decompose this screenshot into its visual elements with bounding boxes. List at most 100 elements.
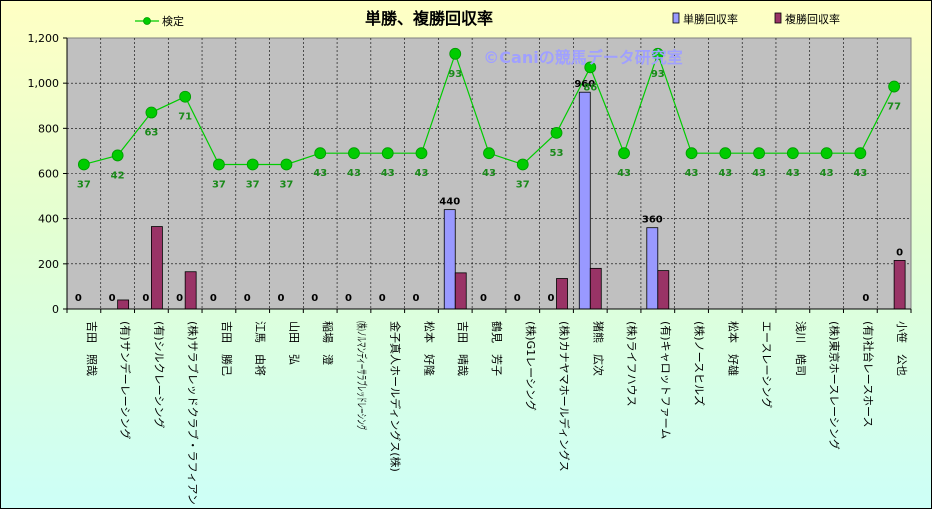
bar-value-label: 0 <box>311 293 318 304</box>
x-tick-label: エースレーシング <box>760 321 774 408</box>
legend-bar-swatch <box>774 12 782 24</box>
line-value-label: 77 <box>887 102 901 113</box>
line-point <box>685 147 698 160</box>
line-point <box>314 147 327 160</box>
x-tick-label: 浅川 皓司 <box>794 321 807 376</box>
line-value-label: 37 <box>77 179 91 190</box>
x-tick-label-text: (株)サラブレッドクラブ・ラフィアン <box>186 321 200 505</box>
x-tick-label-text: エースレーシング <box>760 321 774 408</box>
bar <box>117 299 130 310</box>
bar-value-label: 0 <box>514 293 521 304</box>
x-tick-label-text: 松本 好隆 <box>422 321 436 376</box>
line-point <box>348 147 360 160</box>
bar-value-label: 0 <box>345 293 352 304</box>
line-value-label: 37 <box>279 179 293 190</box>
x-tick-label-text: 吉田 勝己 <box>220 321 234 376</box>
line-value-label: 37 <box>246 179 260 190</box>
line-point <box>618 147 630 160</box>
x-tick-label-text: (株)カナヤマホールディングス <box>558 321 572 472</box>
line-value-label: 43 <box>415 168 429 179</box>
bar-value-label: 0 <box>210 293 217 304</box>
x-tick-label-text: 浅川 皓司 <box>794 321 807 376</box>
bar <box>443 209 456 310</box>
x-tick-label-text: (株)ノルマンディーサラブレッドレーシング <box>355 321 369 430</box>
y-tick-label: 800 <box>38 122 59 135</box>
line-value-label: 53 <box>550 148 564 159</box>
bars <box>117 91 906 310</box>
line-value-label: 43 <box>752 168 766 179</box>
line-value-label: 43 <box>853 168 867 179</box>
x-tick-label: (有)シルクレーシング <box>152 321 166 428</box>
line-point <box>449 47 462 60</box>
x-tick-label: (株)ライフハウス <box>625 321 639 407</box>
x-tick-label: (株)ノルマンディーサラブレッドレーシング <box>355 321 369 430</box>
chart-title: 単勝、複勝回収率 <box>365 9 493 28</box>
x-tick-label: 松本 好隆 <box>422 321 436 376</box>
x-tick-label: 吉田 晴哉 <box>456 321 470 376</box>
x-tick-label-text: (有)社台レースホース <box>861 321 875 427</box>
line-point <box>77 158 90 171</box>
legend-label: 検定 <box>162 14 184 28</box>
x-tick-label-text: 金子真人ホールディングス(株) <box>389 321 403 472</box>
bar <box>646 227 659 310</box>
line-value-label: 43 <box>718 168 732 179</box>
line-point <box>550 126 563 139</box>
line-point <box>888 80 901 93</box>
line-point <box>145 106 158 119</box>
bar <box>184 271 197 310</box>
bar-value-label: 0 <box>379 293 386 304</box>
x-tick-label: (株)カナヤマホールディングス <box>558 321 572 472</box>
legend-label: 複勝回収率 <box>785 12 840 26</box>
x-tick-label: (株)ノースヒルズ <box>693 321 707 406</box>
bar-value-label: 0 <box>75 293 82 304</box>
x-tick-label: (株)サラブレッドクラブ・ラフィアン <box>186 321 200 505</box>
gridlines <box>67 38 911 309</box>
bar <box>578 91 591 310</box>
line-value-label: 43 <box>820 168 834 179</box>
line-value-label: 93 <box>448 69 462 80</box>
legend-line-marker <box>143 17 151 25</box>
x-tick-label-text: (有)キャロットファーム <box>659 321 673 439</box>
bar <box>150 226 163 310</box>
x-tick-label: (有)サンデーレーシング <box>119 321 133 439</box>
x-axis: 吉田 照哉 (有)サンデーレーシング (有)シルクレーシング (株)サラブレッドクラブ… <box>66 308 912 505</box>
x-tick-label: 金子真人ホールディングス(株) <box>389 321 403 472</box>
x-tick-label: 松本 好雄 <box>726 321 740 376</box>
line-value-label: 63 <box>144 128 158 139</box>
legend-label: 単勝回収率 <box>683 12 738 26</box>
bar-value-label: 0 <box>277 293 284 304</box>
line-point <box>483 147 495 160</box>
line-point <box>246 158 259 171</box>
bar-value-label: 0 <box>480 293 487 304</box>
y-axis: 0 200 400 600 800 1,000 1,200 <box>28 32 68 316</box>
y-tick-label: 600 <box>38 168 59 181</box>
line-point <box>820 147 833 160</box>
line-value-label: 43 <box>786 168 800 179</box>
x-tick-label-text: 江馬 由将 <box>254 321 268 376</box>
line-point <box>213 158 225 171</box>
line-value-label: 37 <box>212 179 226 190</box>
x-tick-label-text: (株)ライフハウス <box>625 321 639 407</box>
x-tick-label-text: (株)G1レーシング <box>524 321 538 411</box>
line-point <box>280 158 293 171</box>
data-labels: 0 0 0 0 0 0 0 0 0 0 0 440 0 0 0 960 360 0 0 37 42 63 71 37 37 37 4… <box>75 69 903 304</box>
x-tick-label-text: 猪熊 広次 <box>591 321 605 376</box>
line-value-label: 93 <box>651 69 665 80</box>
line-value-label: 43 <box>381 168 395 179</box>
bar <box>657 270 670 310</box>
line-series <box>77 47 901 171</box>
line-point <box>786 147 799 160</box>
bar-value-label: 0 <box>109 293 116 304</box>
x-tick-label: 猪熊 広次 <box>591 321 605 376</box>
bar-value-label: 440 <box>439 197 460 208</box>
line-value-label: 43 <box>685 168 699 179</box>
line-point <box>651 47 664 60</box>
x-tick-label-text: (株)ノースヒルズ <box>693 321 707 406</box>
bar-value-label: 360 <box>642 215 663 226</box>
watermark: ©Caniの競馬データ研究室 <box>483 48 682 67</box>
line-value-label: 86 <box>583 82 597 93</box>
line-value-label: 43 <box>482 168 496 179</box>
bar-value-label: 0 <box>896 247 903 258</box>
